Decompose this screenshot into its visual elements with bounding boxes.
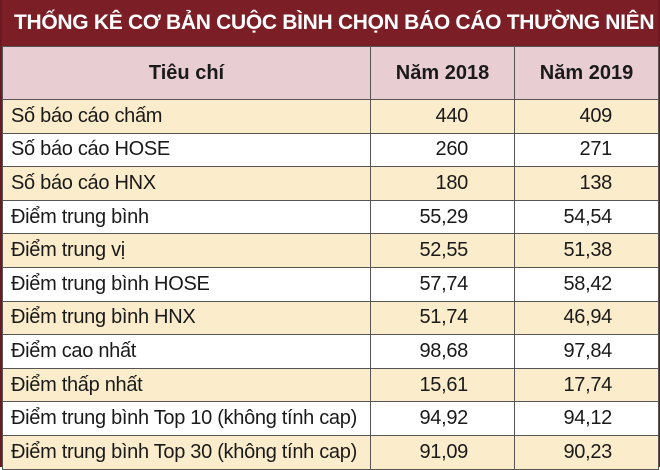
cell-year-2019: 51,38 bbox=[514, 233, 659, 268]
cell-year-2019: 46,94 bbox=[514, 300, 659, 336]
cell-year-2018: 260 bbox=[370, 132, 515, 168]
cell-year-2019: 409 bbox=[514, 99, 659, 134]
table-row: Số báo cáo HNX 180 138 bbox=[2, 166, 659, 201]
cell-year-2018: 15,61 bbox=[370, 367, 515, 403]
table-title: THỐNG KÊ CƠ BẢN CUỘC BÌNH CHỌN BÁO CÁO T… bbox=[2, 0, 658, 46]
table-row: Điểm trung bình HNX 51,74 46,94 bbox=[2, 300, 659, 336]
cell-criteria: Số báo cáo HNX bbox=[2, 166, 371, 201]
table-row: Điểm trung bình 55,29 54,54 bbox=[2, 199, 659, 235]
cell-year-2018: 94,92 bbox=[370, 401, 515, 436]
cell-year-2019: 94,12 bbox=[514, 401, 659, 436]
cell-criteria: Điểm trung bình HOSE bbox=[2, 266, 371, 302]
cell-year-2018: 52,55 bbox=[370, 233, 515, 268]
cell-criteria: Điểm trung bình bbox=[2, 199, 371, 235]
cell-criteria: Điểm trung bình Top 10 (không tính cap) bbox=[2, 401, 371, 436]
cell-criteria: Điểm trung vị bbox=[2, 233, 371, 268]
table-row: Số báo cáo HOSE 260 271 bbox=[2, 132, 659, 168]
cell-year-2018: 98,68 bbox=[370, 334, 515, 369]
cell-year-2019: 58,42 bbox=[514, 266, 659, 302]
table-row: Số báo cáo chấm 440 409 bbox=[2, 99, 659, 134]
cell-criteria: Số báo cáo chấm bbox=[2, 99, 371, 134]
cell-criteria: Điểm trung bình HNX bbox=[2, 300, 371, 336]
cell-year-2019: 271 bbox=[514, 132, 659, 168]
header-year-2019: Năm 2019 bbox=[514, 46, 659, 100]
cell-year-2018: 57,74 bbox=[370, 266, 515, 302]
table-row: Điểm thấp nhất 15,61 17,74 bbox=[2, 367, 659, 403]
cell-year-2018: 180 bbox=[370, 166, 515, 201]
cell-year-2018: 55,29 bbox=[370, 199, 515, 235]
cell-year-2018: 51,74 bbox=[370, 300, 515, 336]
cell-criteria: Điểm trung bình Top 30 (không tính cap) bbox=[2, 434, 371, 470]
cell-year-2019: 90,23 bbox=[514, 434, 659, 470]
table-row: Điểm trung vị 52,55 51,38 bbox=[2, 233, 659, 268]
cell-year-2018: 91,09 bbox=[370, 434, 515, 470]
table-row: Điểm trung bình HOSE 57,74 58,42 bbox=[2, 266, 659, 302]
cell-year-2019: 138 bbox=[514, 166, 659, 201]
cell-year-2019: 17,74 bbox=[514, 367, 659, 403]
cell-year-2018: 440 bbox=[370, 99, 515, 134]
header-year-2018: Năm 2018 bbox=[370, 46, 515, 100]
table-row: Điểm trung bình Top 10 (không tính cap) 9… bbox=[2, 401, 659, 436]
table-row: Điểm trung bình Top 30 (không tính cap) 9… bbox=[2, 434, 659, 470]
cell-year-2019: 97,84 bbox=[514, 334, 659, 369]
cell-year-2019: 54,54 bbox=[514, 199, 659, 235]
cell-criteria: Số báo cáo HOSE bbox=[2, 132, 371, 168]
cell-criteria: Điểm thấp nhất bbox=[2, 367, 371, 403]
header-criteria: Tiêu chí bbox=[2, 46, 371, 100]
table-header-row: Tiêu chí Năm 2018 Năm 2019 bbox=[2, 46, 659, 100]
cell-criteria: Điểm cao nhất bbox=[2, 334, 371, 369]
table-row: Điểm cao nhất 98,68 97,84 bbox=[2, 334, 659, 369]
stats-table: Tiêu chí Năm 2018 Năm 2019 Số báo cáo ch… bbox=[2, 46, 659, 470]
